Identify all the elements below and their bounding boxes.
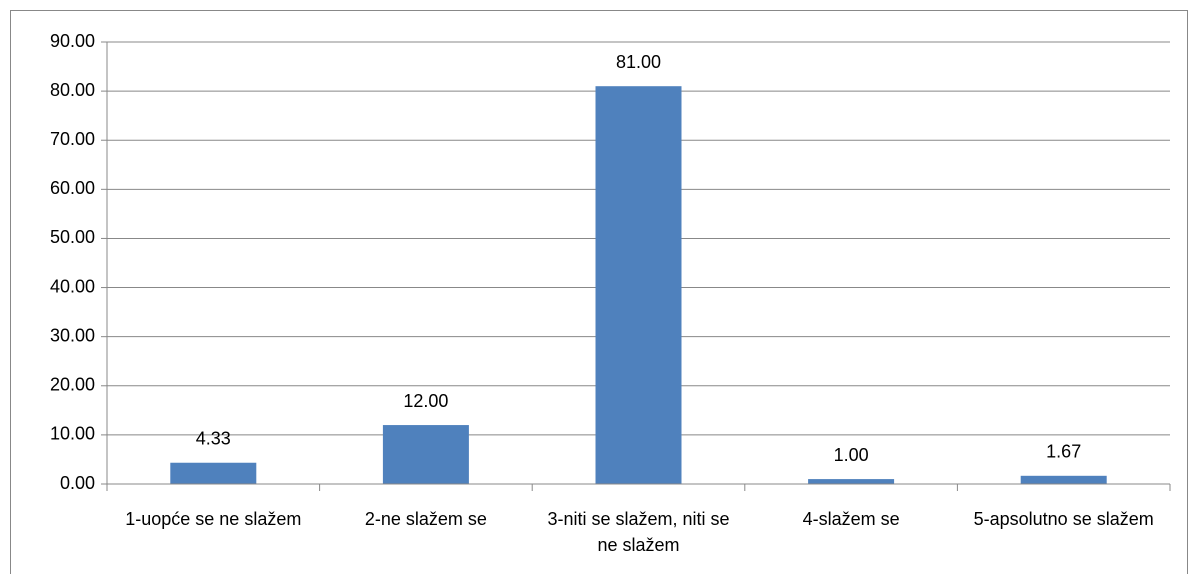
bar bbox=[595, 86, 682, 484]
value-label: 1.00 bbox=[834, 445, 869, 465]
y-tick-label: 90.00 bbox=[50, 31, 95, 51]
y-tick-label: 70.00 bbox=[50, 129, 95, 149]
x-tick-label: 5-apsolutno se slažem bbox=[973, 509, 1154, 529]
y-tick-label: 60.00 bbox=[50, 178, 95, 198]
bar bbox=[808, 479, 895, 484]
x-tick-label: 4-slažem se bbox=[802, 509, 900, 529]
value-label: 4.33 bbox=[196, 428, 231, 448]
value-label: 81.00 bbox=[616, 52, 661, 72]
chart-border bbox=[10, 10, 1188, 574]
bar bbox=[1020, 475, 1107, 484]
value-label: 1.67 bbox=[1046, 442, 1081, 462]
y-tick-label: 10.00 bbox=[50, 424, 95, 444]
bar bbox=[170, 462, 257, 484]
x-tick-label: 3-niti se slažem, niti se ne slažem bbox=[547, 509, 730, 555]
y-tick-label: 40.00 bbox=[50, 276, 95, 296]
x-tick-label: 1-uopće se ne slažem bbox=[125, 509, 302, 529]
y-tick-label: 0.00 bbox=[60, 473, 95, 493]
x-tick-label: 2-ne slažem se bbox=[364, 509, 487, 529]
value-label: 12.00 bbox=[403, 391, 448, 411]
y-tick-label: 50.00 bbox=[50, 227, 95, 247]
y-tick-label: 20.00 bbox=[50, 375, 95, 395]
y-tick-label: 30.00 bbox=[50, 325, 95, 345]
bar bbox=[382, 425, 469, 484]
y-tick-label: 80.00 bbox=[50, 80, 95, 100]
